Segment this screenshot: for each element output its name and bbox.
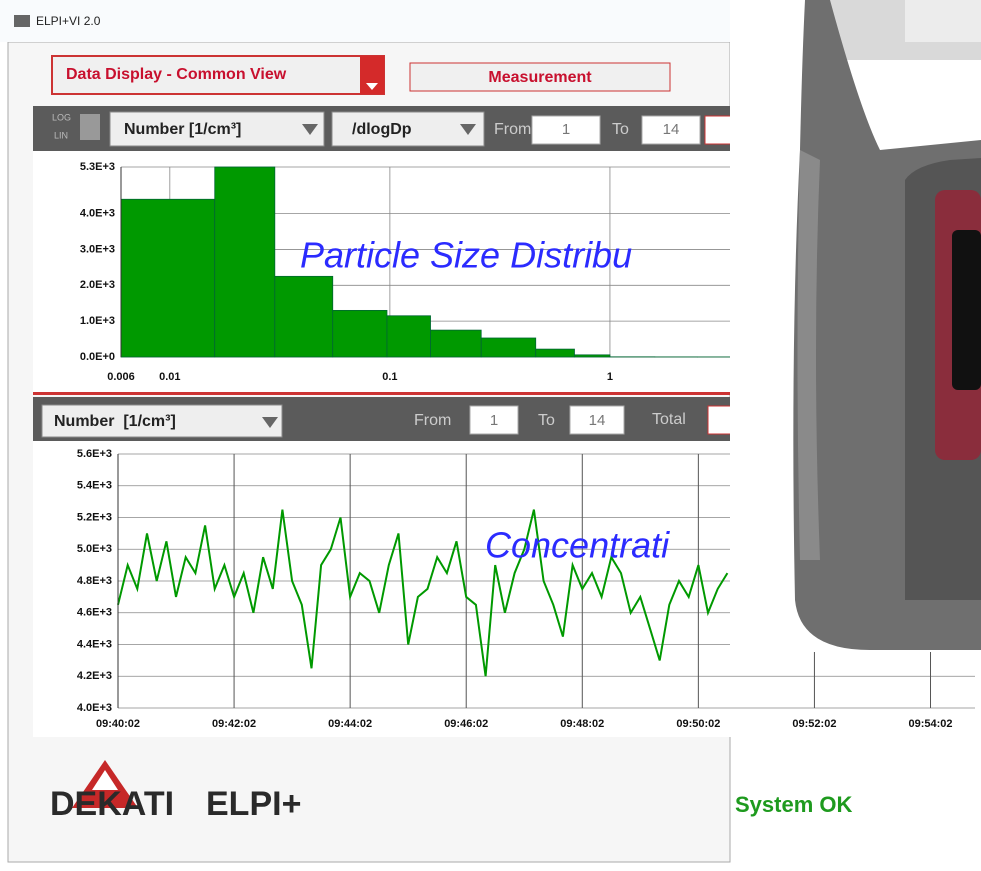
x-tick-label: 09:46:02 (444, 718, 488, 730)
y-tick-label: 5.4E+3 (77, 480, 112, 492)
from-label: From (494, 121, 531, 138)
x-tick-label: 09:48:02 (560, 718, 604, 730)
x-tick-label: 09:44:02 (328, 718, 372, 730)
dropdown-label[interactable]: Data Display - Common View (66, 66, 287, 83)
logo-product: ELPI+ (206, 785, 301, 823)
from-value[interactable]: 1 (562, 121, 570, 138)
to-value[interactable]: 14 (663, 121, 680, 138)
x-tick-label: 0.1 (382, 371, 397, 383)
app-icon (14, 15, 30, 27)
logo-brand: DEKATI (50, 785, 174, 823)
bar (333, 310, 387, 357)
measurement-button[interactable]: Measurement (410, 63, 670, 91)
bar (275, 276, 333, 357)
window-title: ELPI+VI 2.0 (36, 14, 101, 28)
x-tick-label: 0.01 (159, 371, 180, 383)
status: System OK (735, 792, 852, 817)
bar (121, 199, 215, 357)
y-tick-label: 5.2E+3 (77, 511, 112, 523)
y-tick-label: 0.0E+0 (80, 351, 115, 363)
button-label[interactable]: Measurement (488, 69, 592, 86)
unit-label[interactable]: Number [1/cm³] (54, 413, 176, 430)
device-photo (730, 0, 981, 652)
to-value[interactable]: 14 (589, 412, 606, 429)
chart-title: Particle Size Distribu (300, 235, 632, 276)
x-tick-label: 09:50:02 (676, 718, 720, 730)
x-tick-label: 1 (607, 371, 613, 383)
y-tick-label: 4.6E+3 (77, 607, 112, 619)
from-label: From (414, 412, 451, 429)
view-dropdown[interactable]: Data Display - Common View (52, 56, 384, 94)
x-tick-label: 09:42:02 (212, 718, 256, 730)
x-tick-label: 0.006 (107, 371, 135, 383)
y-tick-label: 5.6E+3 (77, 448, 112, 460)
bar (431, 330, 482, 357)
total-label: Total (652, 411, 686, 428)
y-tick-label: 2.0E+3 (80, 279, 115, 291)
bar (574, 355, 609, 357)
bar (387, 316, 431, 357)
to-label: To (612, 121, 629, 138)
from-value[interactable]: 1 (490, 412, 498, 429)
log-label[interactable]: LOG (52, 112, 71, 122)
unit-label[interactable]: Number [1/cm³] (124, 121, 241, 138)
y-tick-label: 5.0E+3 (77, 543, 112, 555)
y-tick-label: 4.0E+3 (77, 702, 112, 714)
y-tick-label: 5.3E+3 (80, 161, 115, 173)
y-tick-label: 4.2E+3 (77, 670, 112, 682)
device-screen (952, 230, 981, 390)
bar (481, 338, 536, 357)
title-bar (0, 0, 730, 42)
x-tick-label: 09:40:02 (96, 718, 140, 730)
separator (33, 392, 730, 395)
norm-label[interactable]: /dlogDp (352, 121, 412, 138)
lin-label[interactable]: LIN (54, 130, 68, 140)
handle-grip (905, 0, 981, 42)
bar (536, 349, 575, 357)
log-switch[interactable] (80, 114, 100, 140)
chart-title: Concentrati (485, 525, 670, 566)
bar (215, 167, 275, 357)
to-label: To (538, 412, 555, 429)
y-tick-label: 4.8E+3 (77, 575, 112, 587)
y-tick-label: 3.0E+3 (80, 243, 115, 255)
y-tick-label: 4.0E+3 (80, 208, 115, 220)
y-tick-label: 1.0E+3 (80, 315, 115, 327)
y-tick-label: 4.4E+3 (77, 638, 112, 650)
x-tick-label: 09:54:02 (908, 718, 952, 730)
x-tick-label: 09:52:02 (792, 718, 836, 730)
screen: ELPI+VI 2.0 Data Display - Common View M… (0, 0, 981, 866)
